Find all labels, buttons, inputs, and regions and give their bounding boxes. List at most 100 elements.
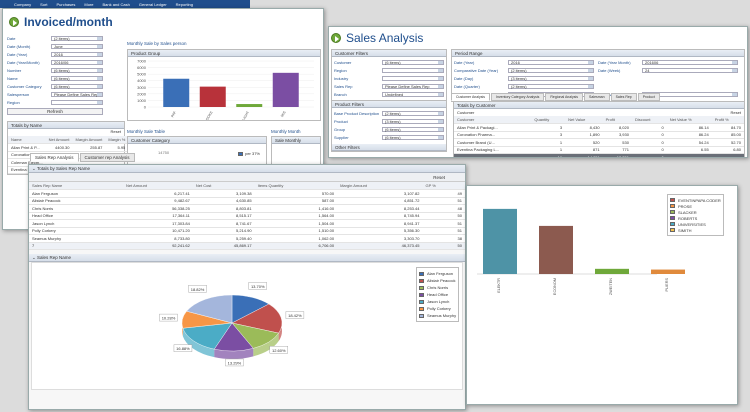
- customer-toolbar: Customer Reset: [457, 110, 741, 115]
- table-cell: 8,741.67: [192, 219, 255, 228]
- filter-input[interactable]: [51, 100, 103, 105]
- filter-input[interactable]: 201606: [642, 60, 738, 65]
- menu-gl[interactable]: General Ledger: [138, 1, 167, 7]
- col-header[interactable]: Net Value: [565, 116, 603, 124]
- menu-purchases[interactable]: Purchases: [56, 1, 76, 7]
- rep-reset-button[interactable]: Reset: [433, 174, 445, 180]
- period-row: Date (Quarter) (2 items): [454, 83, 742, 91]
- table-row[interactable]: Customer Brand (U... 1 520 530 0 54.24 52.70: [454, 138, 744, 147]
- table-cell: 8,745.94: [337, 212, 423, 220]
- filter-input[interactable]: (6 items): [382, 135, 444, 140]
- legend-item: Alan Ferguson: [419, 270, 456, 277]
- col-header[interactable]: Sales Rep Name: [29, 182, 124, 190]
- filter-input[interactable]: (6 items): [51, 84, 103, 89]
- table-cell: 51: [422, 227, 465, 235]
- filter-input[interactable]: 24: [642, 68, 738, 73]
- table-cell: 1,564.00: [254, 212, 338, 220]
- table-cell: [711, 153, 744, 157]
- table-row[interactable]: Seamus Murphy 8,733.80 5,259.40 1,062.00 3,3…: [29, 234, 465, 243]
- filter-input[interactable]: (3 items): [508, 76, 594, 81]
- filter-input[interactable]: Undefined: [382, 92, 444, 97]
- filter-input[interactable]: 2016: [51, 52, 103, 57]
- table-cell: 6.80: [711, 146, 744, 154]
- table-row[interactable]: Alan Ferguson 6,217.41 3,109.38 570.00 3,107…: [29, 189, 465, 198]
- y-tick-label: 6000: [137, 65, 147, 70]
- table-row[interactable]: Jason Lynch 17,303.84 8,741.67 1,504.00 8,94…: [29, 219, 465, 228]
- table-cell: 50: [422, 242, 465, 250]
- menu-company[interactable]: Company: [14, 1, 32, 7]
- filter-input[interactable]: Please Define Sales Rep: [382, 84, 444, 89]
- table-row[interactable]: Head Office 17,364.11 8,515.17 1,564.00 8,74…: [29, 212, 465, 220]
- refresh-button[interactable]: Refresh: [7, 108, 103, 115]
- menu-bank[interactable]: Bank and Cash: [102, 1, 130, 7]
- table-row[interactable]: Alistair Peacock 9,482.67 4,630.85 587.00 4,…: [29, 197, 465, 205]
- filter-input[interactable]: 2016: [508, 60, 594, 65]
- filter-input[interactable]: (2 items): [51, 36, 103, 41]
- filter-input[interactable]: (6 items): [382, 127, 444, 132]
- menu-more[interactable]: More: [84, 1, 94, 7]
- table-row[interactable]: Chris Norris 56,338.25 8,803.81 1,416.00 8,2…: [29, 204, 465, 213]
- col-header[interactable]: Profit: [602, 116, 632, 124]
- filter-input[interactable]: (2 items): [382, 111, 444, 116]
- pie-slice-side: [253, 333, 279, 357]
- col-header[interactable]: Net Amount: [123, 182, 193, 190]
- col-header[interactable]: Quantity: [531, 116, 566, 124]
- table-cell: 3,107.82: [337, 189, 423, 198]
- tab-product[interactable]: Product: [637, 93, 660, 101]
- filter-input[interactable]: (6 items): [51, 76, 103, 81]
- table-cell: 85.00: [711, 131, 744, 139]
- period-row: Date (Day) (3 items): [454, 75, 742, 83]
- filter-input[interactable]: (3 items): [382, 119, 444, 124]
- tab-inventory-category-analysis[interactable]: Inventory Category Analysis: [490, 93, 545, 101]
- table-cell: 1: [531, 146, 566, 154]
- filter-input[interactable]: [382, 76, 444, 81]
- filter-input[interactable]: [382, 68, 444, 73]
- filter-input[interactable]: (6 items): [382, 60, 444, 65]
- menu-reporting[interactable]: Reporting: [175, 1, 193, 7]
- filter-row: Date (Year/Month) 2016/06: [7, 59, 103, 66]
- legend-label: EVENTINPAPA CODER: [678, 197, 721, 203]
- table-cell: 530: [602, 138, 632, 147]
- tab-customer-rep-analysis[interactable]: Customer rep Analysis: [79, 153, 135, 162]
- legend-item: Chris Norris: [419, 284, 456, 291]
- filter-input[interactable]: Please Define Sales Rep: [51, 92, 103, 97]
- filter-input[interactable]: (2 items): [508, 68, 594, 73]
- col-header[interactable]: GP %: [422, 182, 465, 190]
- table-row[interactable]: Coronation Pharma... 3 1,890 3,930 0 86.24 85.…: [454, 131, 744, 139]
- filter-input[interactable]: (2 items): [508, 84, 594, 89]
- col-header[interactable]: Discount: [631, 116, 667, 124]
- col-header[interactable]: Customer: [454, 116, 532, 124]
- filter-input[interactable]: June: [51, 44, 103, 49]
- filter-label: Customer: [334, 60, 352, 65]
- table-row[interactable]: Allan Print & Packagi... 3 8,430 8,020 0 86.1…: [454, 123, 744, 132]
- other-filters[interactable]: Other Filters: [332, 144, 446, 151]
- filter-input[interactable]: 2016/06: [51, 60, 103, 65]
- tab-sales-rep[interactable]: Sales Rep: [610, 93, 637, 101]
- customer-bar-svg: ELEKTR ECONOM ZWEITEN PLIERS: [477, 208, 685, 295]
- filter-label: Comparative Date (Year): [454, 68, 499, 73]
- tab-regional-analysis[interactable]: Regional Analysis: [545, 93, 584, 101]
- tab-sales-rep-analysis[interactable]: Sales Rep Analysis: [30, 153, 79, 162]
- totals-row[interactable]: 7 92,241.62 45,869.17 6,706.00 46,373.45 50: [29, 242, 465, 250]
- pie-chart-svg: 13.70% 18.42% 12.60% 13.29% 16.88% 10.28% 18.8…: [159, 282, 305, 367]
- col-header[interactable]: Net Cost: [192, 182, 255, 190]
- table-cell: [666, 153, 712, 157]
- tab-customer-analysis[interactable]: Customer Analysis: [451, 93, 490, 101]
- table-cell: 86.24: [666, 131, 712, 139]
- filter-input[interactable]: (6 items): [51, 68, 103, 73]
- menu-sort[interactable]: Sort: [40, 1, 48, 7]
- table-row[interactable]: Allan Print & P... 4400.30 255.87 5.95: [8, 143, 129, 152]
- slice-label-box: [159, 313, 178, 322]
- table-row[interactable]: Eventina Packaging L... 1 871 771 0 6.55 6.80: [454, 146, 744, 154]
- mini-reset-button[interactable]: Reset: [110, 129, 121, 134]
- col-header[interactable]: Net Value %: [666, 116, 712, 124]
- tab-salesman[interactable]: Salesman: [584, 93, 610, 101]
- table-row[interactable]: Polly Corkery 10,471.20 5,214.90 1,510.00 5,…: [29, 227, 465, 235]
- customer-reset-button[interactable]: Reset: [730, 110, 741, 115]
- col-header[interactable]: Profit %: [711, 116, 744, 124]
- table-cell: Allan Print & Packagi...: [454, 123, 532, 132]
- col-header[interactable]: Items Quantity: [254, 182, 338, 190]
- table-cell: 38: [422, 234, 465, 243]
- col-header[interactable]: Margin Amount: [337, 182, 423, 190]
- filter-row: Date (Week) 24: [598, 67, 738, 74]
